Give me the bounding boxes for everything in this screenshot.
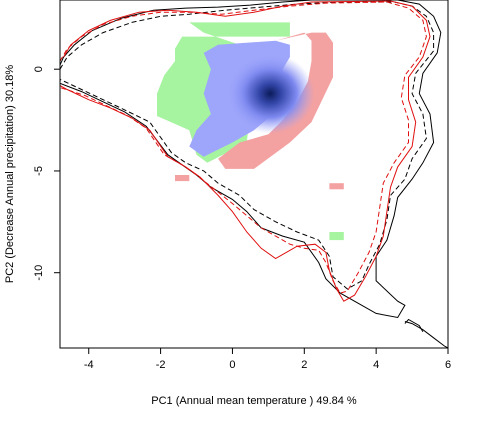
x-tick-label: 2: [301, 359, 307, 371]
envelope-solid-5: [404, 318, 424, 332]
plot-frame: [59, 0, 449, 349]
y-tick-label: -10: [33, 265, 45, 281]
green-patch-0: [329, 232, 344, 241]
envelope-solid-0: [60, 0, 442, 319]
x-axis: -4 -2 0 2 4 6: [84, 348, 451, 371]
y-axis-title: PC2 (Decrease Annual precipitation) 30.1…: [4, 65, 16, 284]
envelope-dashed-1: [60, 1, 435, 290]
x-tick-label: -2: [156, 359, 166, 371]
envelope-solid-4: [404, 321, 448, 348]
x-tick-label: 6: [445, 359, 451, 371]
x-tick-label: 4: [373, 359, 379, 371]
environment-envelopes: [60, 0, 448, 348]
x-tick-label: -4: [84, 359, 94, 371]
density-regions: [157, 22, 344, 241]
envelope-solid-2: [60, 0, 431, 302]
y-axis: -10 -5 0: [33, 66, 60, 281]
envelope-dashed-3: [60, 1, 427, 294]
y-tick-label: 0: [33, 66, 45, 72]
red-patch-0: [175, 175, 190, 182]
red-patch-1: [329, 183, 344, 190]
density-peak: [226, 53, 315, 134]
x-tick-label: 0: [229, 359, 235, 371]
y-tick-label: -5: [33, 166, 45, 176]
x-axis-title: PC1 (Annual mean temperature ) 49.84 %: [151, 395, 357, 407]
